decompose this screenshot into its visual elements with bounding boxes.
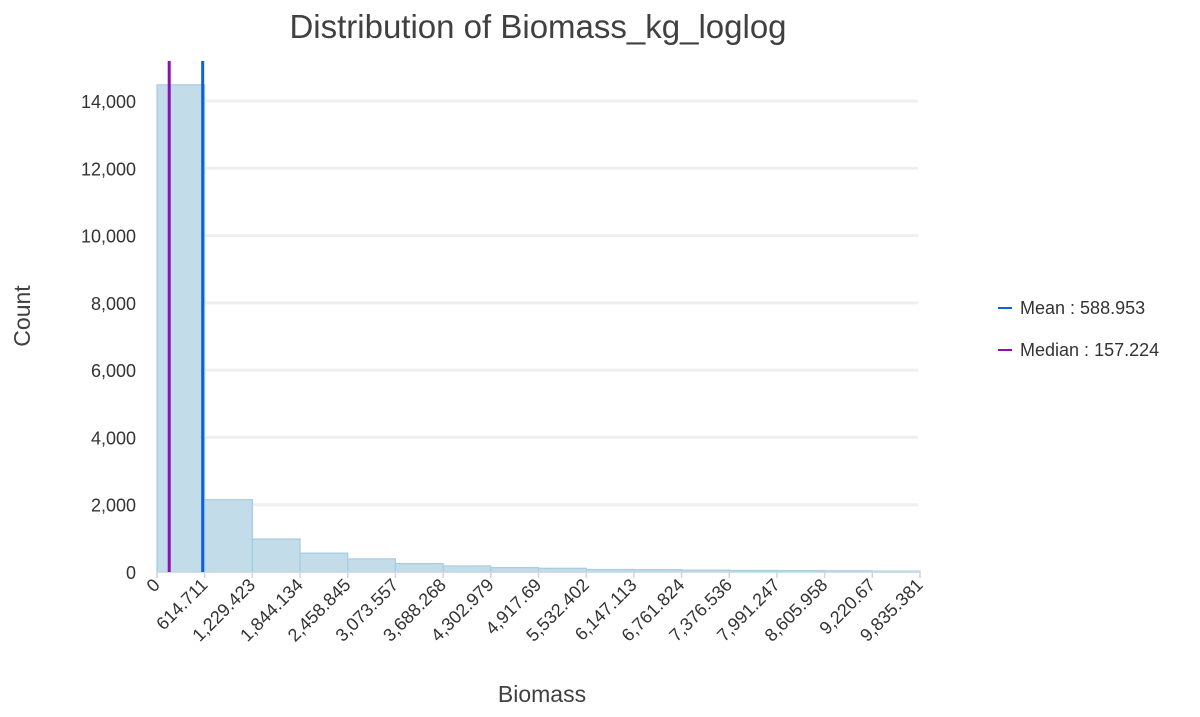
legend-item-mean[interactable]: Mean : 588.953 (998, 296, 1159, 320)
histogram-bar (299, 552, 349, 573)
y-tick-label: 6,000 (91, 361, 136, 381)
histogram-bar (156, 84, 206, 573)
histogram-bar (442, 565, 492, 573)
legend: Mean : 588.953 Median : 157.224 (998, 296, 1159, 380)
legend-value-mean: 588.953 (1080, 297, 1146, 318)
legend-separator: : (1079, 339, 1095, 360)
y-tick-label: 0 (126, 563, 136, 583)
histogram-bar (394, 562, 444, 573)
chart-title: Distribution of Biomass_kg_loglog (289, 8, 786, 45)
gridlines (157, 99, 918, 507)
y-tick-label: 4,000 (91, 428, 136, 448)
histogram-bar (204, 499, 253, 573)
y-tick-label: 12,000 (81, 159, 136, 179)
y-tick-label: 10,000 (81, 227, 136, 247)
legend-separator: : (1065, 297, 1081, 318)
y-axis-ticks: 0 2,000 4,000 6,000 8,000 10,000 12,000 14,000 (81, 92, 136, 583)
legend-value-median: 157.224 (1094, 339, 1160, 360)
legend-swatch-median (998, 349, 1012, 351)
reference-lines (167, 61, 205, 572)
y-axis-label: Count (9, 285, 35, 347)
y-tick-label: 14,000 (81, 92, 136, 112)
legend-label-mean: Mean (1020, 297, 1066, 318)
y-tick-label: 2,000 (91, 496, 136, 516)
y-tick-label: 8,000 (91, 294, 136, 314)
legend-item-median[interactable]: Median : 157.224 (998, 338, 1159, 362)
histogram-bar (251, 538, 301, 573)
legend-label-median: Median (1020, 339, 1080, 360)
histogram-bars (156, 84, 921, 573)
x-axis-ticks: 0614.7111,229.4231,844.1342,458.8453,073… (143, 572, 927, 645)
x-axis-label: Biomass (498, 681, 586, 707)
legend-swatch-mean (998, 307, 1012, 309)
histogram-bar (347, 558, 397, 573)
x-tick-label: 0 (143, 575, 164, 596)
